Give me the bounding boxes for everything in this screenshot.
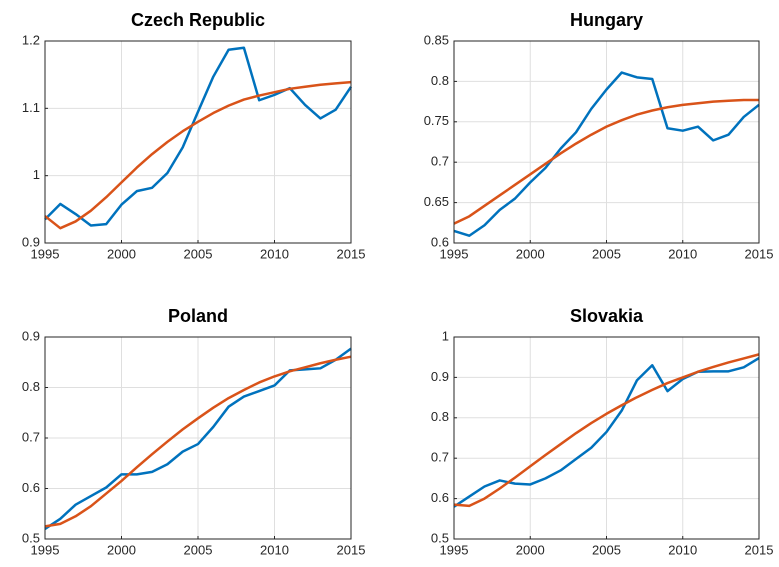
x-tick-label: 2000	[516, 542, 545, 557]
x-tick-label: 2010	[260, 246, 289, 261]
chart-title: Hungary	[570, 10, 643, 30]
chart-title: Poland	[168, 306, 228, 326]
x-tick-label: 2015	[745, 246, 774, 261]
y-tick-label: 0.7	[431, 154, 449, 169]
x-tick-label: 2005	[592, 542, 621, 557]
axes-box	[453, 40, 760, 244]
data-line	[44, 80, 352, 230]
y-tick-label: 0.6	[431, 234, 449, 249]
y-tick-label: 0.8	[431, 73, 449, 88]
data-line	[453, 98, 759, 225]
y-tick-label: 0.9	[22, 328, 40, 343]
y-tick-label: 1	[442, 328, 449, 343]
y-tick-label: 0.8	[431, 409, 449, 424]
y-tick-label: 0.8	[22, 379, 40, 394]
x-tick-label: 2010	[668, 542, 697, 557]
x-tick-label: 2005	[592, 246, 621, 261]
axes-box	[44, 336, 352, 540]
x-tick-label: 2005	[184, 542, 213, 557]
x-tick-label: 2005	[184, 246, 213, 261]
x-tick-label: 2000	[107, 542, 136, 557]
axes-box	[44, 40, 352, 244]
x-tick-label: 2015	[337, 542, 366, 557]
data-line	[44, 46, 353, 227]
axes-box	[453, 336, 760, 540]
x-tick-label: 2015	[745, 542, 774, 557]
y-tick-label: 0.7	[22, 429, 40, 444]
x-tick-label: 2000	[107, 246, 136, 261]
data-line	[453, 71, 760, 237]
y-tick-label: 1	[33, 167, 40, 182]
y-tick-label: 0.6	[431, 490, 449, 505]
y-tick-label: 0.6	[22, 480, 40, 495]
chart-title: Czech Republic	[131, 10, 265, 30]
data-line	[44, 355, 352, 528]
x-tick-label: 2010	[260, 542, 289, 557]
x-tick-label: 2015	[337, 246, 366, 261]
y-tick-label: 1.2	[22, 32, 40, 47]
x-tick-label: 2000	[516, 246, 545, 261]
y-tick-label: 0.9	[431, 369, 449, 384]
y-tick-label: 0.5	[22, 530, 40, 545]
x-tick-label: 1995	[31, 246, 60, 261]
x-tick-label: 1995	[31, 542, 60, 557]
data-line	[453, 353, 760, 508]
y-tick-label: 0.75	[424, 113, 449, 128]
y-tick-label: 0.65	[424, 194, 449, 209]
y-tick-label: 1.1	[22, 100, 40, 115]
chart-title: Slovakia	[570, 306, 644, 326]
y-tick-label: 0.5	[431, 530, 449, 545]
y-tick-label: 0.9	[22, 234, 40, 249]
x-tick-label: 2010	[668, 246, 697, 261]
data-line	[453, 356, 760, 508]
x-tick-label: 1995	[440, 246, 469, 261]
x-tick-label: 1995	[440, 542, 469, 557]
y-tick-label: 0.7	[431, 450, 449, 465]
y-tick-label: 0.85	[424, 32, 449, 47]
